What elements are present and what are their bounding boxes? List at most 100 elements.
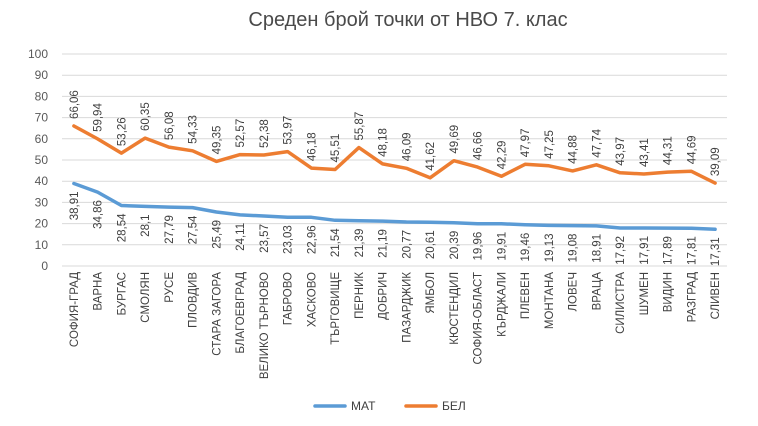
data-label: 54,33 xyxy=(188,115,200,144)
x-tick-label: ПАЗАРДЖИК xyxy=(401,272,413,343)
data-label: 20,39 xyxy=(449,231,461,260)
x-tick-label: БЛАГОЕВГРАД xyxy=(235,272,247,354)
x-tick-label: СОФИЯ-ГРАД xyxy=(69,272,81,347)
data-label: 44,88 xyxy=(568,135,580,164)
data-label: 20,61 xyxy=(425,230,437,259)
x-tick-label: ВАРНА xyxy=(93,272,105,311)
data-label: 42,29 xyxy=(496,141,508,170)
data-label: 60,35 xyxy=(140,102,152,131)
y-tick-label: 20 xyxy=(35,217,49,231)
x-tick-label: РАЗГРАД xyxy=(686,272,698,323)
data-label: 23,57 xyxy=(259,224,271,253)
data-label: 46,66 xyxy=(473,131,485,160)
data-label: 59,94 xyxy=(93,103,105,132)
data-label: 27,79 xyxy=(164,215,176,244)
series-line-2 xyxy=(72,124,717,185)
x-tick-label: КЪРДЖАЛИ xyxy=(496,272,508,337)
y-tick-label: 40 xyxy=(35,174,49,188)
data-label: 21,54 xyxy=(330,228,342,257)
data-label: 19,96 xyxy=(473,232,485,261)
data-label: 17,89 xyxy=(663,236,675,265)
data-label: 53,26 xyxy=(116,117,128,146)
data-label: 27,54 xyxy=(188,215,200,244)
data-label: 17,81 xyxy=(686,236,698,265)
x-tick-label: СИЛИСТРА xyxy=(615,272,627,334)
data-label: 20,77 xyxy=(401,230,413,259)
x-tick-label: ШУМЕН xyxy=(639,272,651,315)
x-tick-label: ТЪРГОВИЩЕ xyxy=(330,272,342,345)
x-tick-label: ЛОВЕЧ xyxy=(568,272,580,312)
data-label: 22,96 xyxy=(306,225,318,254)
y-tick-label: 30 xyxy=(35,195,49,209)
y-tick-label: 60 xyxy=(35,132,49,146)
chart-title: Среден брой точки от НВО 7. клас xyxy=(248,9,567,31)
data-label: 53,97 xyxy=(283,116,295,145)
data-label: 55,87 xyxy=(354,112,366,141)
data-label: 19,13 xyxy=(544,233,556,262)
data-label: 47,97 xyxy=(520,129,532,158)
x-tick-label: СЛИВЕН xyxy=(710,272,722,319)
x-tick-label: СОФИЯ-ОБЛАСТ xyxy=(473,272,485,365)
x-axis-ticks: СОФИЯ-ГРАД ВАРНА БУРГАС СМОЛЯН РУСЕ ПЛОВДИВ СТ… xyxy=(69,272,722,379)
x-tick-label: ДОБРИЧ xyxy=(378,272,390,320)
data-label: 49,35 xyxy=(211,126,223,155)
x-tick-label: ПЕРНИК xyxy=(354,272,366,319)
series-lines xyxy=(72,124,717,232)
data-label: 66,06 xyxy=(69,90,81,119)
x-tick-label: СМОЛЯН xyxy=(140,272,152,323)
legend-label: БЕЛ xyxy=(442,399,466,413)
data-label: 38,91 xyxy=(69,192,81,221)
x-tick-label: ПЛОВДИВ xyxy=(188,272,200,328)
x-tick-label: ПЛЕВЕН xyxy=(520,272,532,319)
y-tick-label: 90 xyxy=(35,68,49,82)
data-label: 52,38 xyxy=(259,119,271,148)
data-label: 46,09 xyxy=(401,133,413,162)
data-label: 43,97 xyxy=(615,137,627,166)
legend: МАТ БЕЛ xyxy=(313,399,466,413)
y-tick-label: 80 xyxy=(35,89,49,103)
y-tick-label: 50 xyxy=(35,153,49,167)
data-label: 44,69 xyxy=(686,135,698,164)
data-labels: 38,91 34,86 28,54 28,1 27,79 27,54 25,49 24,11 2… xyxy=(69,90,722,266)
data-label: 52,57 xyxy=(235,119,247,148)
x-tick-label: ГАБРОВО xyxy=(283,272,295,325)
data-label: 34,86 xyxy=(93,200,105,229)
data-label: 43,41 xyxy=(639,138,651,167)
data-label: 17,31 xyxy=(710,237,722,266)
x-tick-label: ЯМБОЛ xyxy=(425,272,437,314)
data-label: 24,11 xyxy=(235,223,247,251)
data-label: 44,31 xyxy=(663,136,675,165)
data-label: 49,69 xyxy=(449,125,461,154)
y-tick-label: 70 xyxy=(35,111,49,125)
data-label: 21,39 xyxy=(354,229,366,258)
x-tick-label: СТАРА ЗАГОРА xyxy=(211,272,223,356)
data-label: 25,49 xyxy=(211,220,223,249)
data-label: 28,54 xyxy=(116,213,128,242)
x-tick-label: ХАСКОВО xyxy=(306,272,318,327)
legend-label: МАТ xyxy=(351,399,376,413)
data-label: 17,91 xyxy=(639,236,651,265)
data-label: 17,92 xyxy=(615,236,627,265)
x-tick-label: РУСЕ xyxy=(164,272,176,303)
data-label: 47,74 xyxy=(591,128,603,157)
x-tick-label: ВРАЦА xyxy=(591,272,603,311)
x-tick-label: МОНТАНА xyxy=(544,272,556,329)
data-label: 28,1 xyxy=(140,214,152,236)
data-label: 23,03 xyxy=(283,225,295,254)
data-label: 41,62 xyxy=(425,142,437,171)
y-tick-label: 0 xyxy=(41,259,48,273)
data-label: 56,08 xyxy=(164,111,176,140)
data-label: 48,18 xyxy=(378,128,390,157)
data-label: 47,25 xyxy=(544,130,556,159)
data-label: 39,09 xyxy=(710,147,722,176)
data-label: 18,91 xyxy=(591,234,603,263)
y-axis-ticks: 0 10 20 30 40 50 60 70 80 90 100 xyxy=(28,47,48,273)
y-tick-label: 10 xyxy=(35,238,49,252)
data-label: 46,18 xyxy=(306,132,318,161)
data-label: 19,46 xyxy=(520,233,532,262)
data-label: 19,91 xyxy=(496,232,508,261)
data-label: 21,19 xyxy=(378,229,390,258)
x-tick-label: БУРГАС xyxy=(116,272,128,315)
